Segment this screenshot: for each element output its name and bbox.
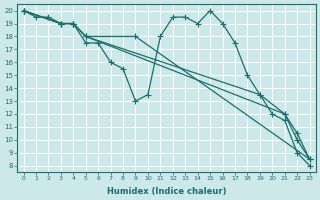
X-axis label: Humidex (Indice chaleur): Humidex (Indice chaleur) bbox=[107, 187, 226, 196]
